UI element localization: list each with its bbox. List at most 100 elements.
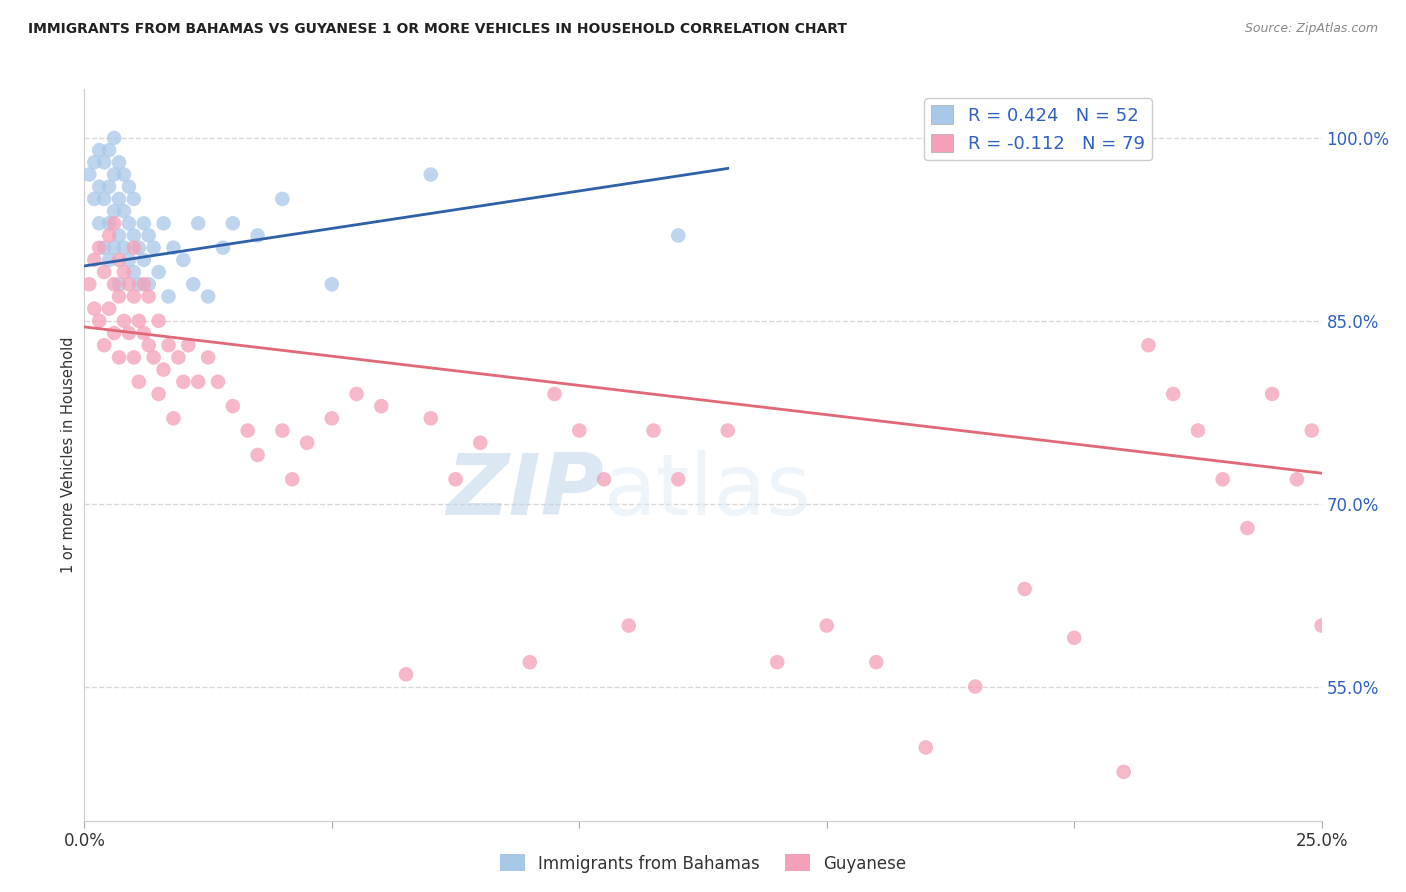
Point xyxy=(93,241,115,255)
Point xyxy=(93,192,115,206)
Point xyxy=(103,326,125,340)
Point xyxy=(470,435,492,450)
Text: ZIP: ZIP xyxy=(446,450,605,533)
Point xyxy=(1212,472,1234,486)
Point xyxy=(128,375,150,389)
Point xyxy=(295,435,318,450)
Point xyxy=(93,338,115,352)
Point xyxy=(142,241,165,255)
Point xyxy=(132,326,155,340)
Point xyxy=(152,216,174,230)
Point xyxy=(98,228,121,243)
Point xyxy=(103,216,125,230)
Point xyxy=(187,375,209,389)
Point xyxy=(1301,424,1323,438)
Point xyxy=(187,216,209,230)
Point xyxy=(138,228,160,243)
Point xyxy=(568,424,591,438)
Point xyxy=(83,192,105,206)
Point xyxy=(112,241,135,255)
Point xyxy=(212,241,235,255)
Point xyxy=(222,399,245,413)
Point xyxy=(666,228,689,243)
Point xyxy=(162,411,184,425)
Point xyxy=(83,301,105,316)
Legend: Immigrants from Bahamas, Guyanese: Immigrants from Bahamas, Guyanese xyxy=(494,847,912,880)
Point xyxy=(132,277,155,292)
Point xyxy=(643,424,665,438)
Point xyxy=(593,472,616,486)
Point xyxy=(128,314,150,328)
Point xyxy=(519,655,541,669)
Point xyxy=(112,168,135,182)
Point xyxy=(103,168,125,182)
Point xyxy=(1310,618,1333,632)
Point xyxy=(118,277,141,292)
Point xyxy=(89,241,111,255)
Point xyxy=(395,667,418,681)
Point xyxy=(108,228,131,243)
Point xyxy=(93,155,115,169)
Point xyxy=(118,216,141,230)
Point xyxy=(815,618,838,632)
Point xyxy=(89,179,111,194)
Point xyxy=(122,241,145,255)
Point xyxy=(666,472,689,486)
Point xyxy=(172,252,194,267)
Point xyxy=(128,241,150,255)
Point xyxy=(157,289,180,303)
Point xyxy=(118,252,141,267)
Point xyxy=(281,472,304,486)
Point xyxy=(172,375,194,389)
Point xyxy=(1112,764,1135,779)
Point xyxy=(1137,338,1160,352)
Point xyxy=(138,289,160,303)
Point xyxy=(122,228,145,243)
Point xyxy=(108,351,131,365)
Point xyxy=(167,351,190,365)
Point xyxy=(93,265,115,279)
Point xyxy=(138,277,160,292)
Point xyxy=(118,326,141,340)
Point xyxy=(112,265,135,279)
Point xyxy=(138,338,160,352)
Point xyxy=(122,351,145,365)
Point xyxy=(717,424,740,438)
Point xyxy=(122,289,145,303)
Point xyxy=(181,277,204,292)
Point xyxy=(112,204,135,219)
Point xyxy=(103,277,125,292)
Point xyxy=(128,277,150,292)
Point xyxy=(419,168,441,182)
Point xyxy=(148,265,170,279)
Point xyxy=(1161,387,1184,401)
Point xyxy=(246,448,269,462)
Point xyxy=(246,228,269,243)
Point xyxy=(197,351,219,365)
Point xyxy=(98,179,121,194)
Point xyxy=(444,472,467,486)
Point xyxy=(132,216,155,230)
Point xyxy=(1014,582,1036,596)
Point xyxy=(122,265,145,279)
Point xyxy=(89,143,111,157)
Point xyxy=(1261,387,1284,401)
Point xyxy=(346,387,368,401)
Point xyxy=(79,277,101,292)
Point xyxy=(98,252,121,267)
Legend: R = 0.424   N = 52, R = -0.112   N = 79: R = 0.424 N = 52, R = -0.112 N = 79 xyxy=(924,98,1152,161)
Point xyxy=(321,411,343,425)
Point xyxy=(1285,472,1308,486)
Point xyxy=(98,301,121,316)
Point xyxy=(543,387,565,401)
Point xyxy=(177,338,200,352)
Point xyxy=(370,399,392,413)
Point xyxy=(83,252,105,267)
Point xyxy=(271,192,294,206)
Point xyxy=(271,424,294,438)
Point xyxy=(103,131,125,145)
Point xyxy=(148,314,170,328)
Point xyxy=(79,168,101,182)
Point xyxy=(157,338,180,352)
Point xyxy=(321,277,343,292)
